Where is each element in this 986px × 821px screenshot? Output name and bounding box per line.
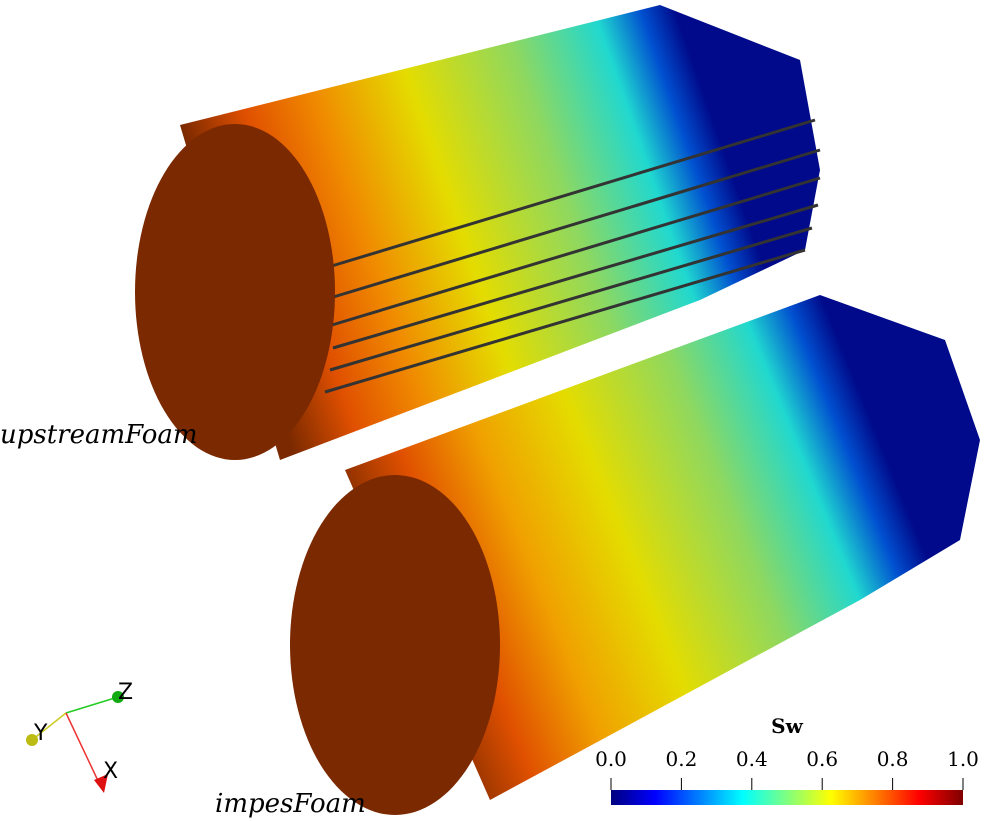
- axis-label: X: [103, 759, 118, 784]
- cylinder-cap: [135, 124, 335, 460]
- tick-label: 0.0: [595, 747, 627, 771]
- tick-label: 0.6: [806, 747, 838, 771]
- tick-label: 0.2: [665, 747, 697, 771]
- tick-label: 0.8: [877, 747, 909, 771]
- cylinder-cap: [290, 475, 500, 815]
- tick-label: 1.0: [947, 747, 979, 771]
- axis-z: [65, 696, 119, 714]
- axis-label: Y: [33, 721, 48, 746]
- colorbar-title: Sw: [771, 714, 803, 738]
- cylinder-body: [345, 295, 980, 800]
- case-label: upstreamFoam: [0, 420, 198, 450]
- axis-y: [31, 712, 67, 741]
- tick-label: 0.4: [736, 747, 768, 771]
- axis-label: Z: [118, 680, 133, 705]
- colorbar: [611, 790, 963, 805]
- case-label: impesFoam: [215, 789, 366, 819]
- axis-y-tip: [26, 734, 38, 746]
- axis-x-tip: [94, 774, 108, 793]
- slice-lines: [324, 118, 821, 394]
- axis-z-tip: [112, 691, 124, 703]
- axis-x: [65, 712, 101, 786]
